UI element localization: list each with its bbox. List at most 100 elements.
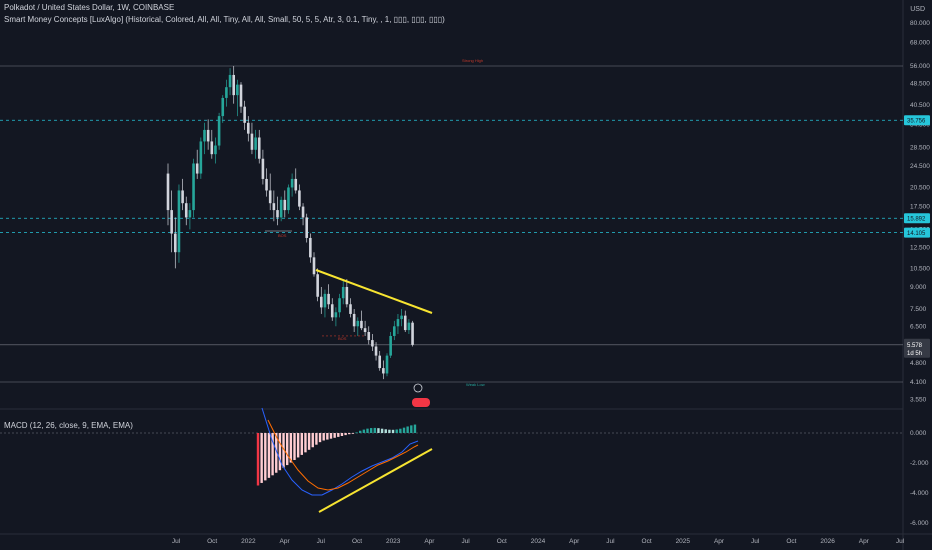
macd-tick-label: -6.000 xyxy=(910,520,929,527)
candle-body xyxy=(192,163,195,211)
price-tick-label: 40.500 xyxy=(910,102,930,109)
macd-histogram-bar xyxy=(366,428,369,433)
macd-tick-label: -4.000 xyxy=(910,490,929,497)
annotations: Strong High BOS BOS Weak Low xyxy=(265,58,485,407)
candle-body xyxy=(320,296,323,308)
trendlines[interactable] xyxy=(315,269,433,513)
time-tick-label: Oct xyxy=(207,538,217,545)
candle-body xyxy=(407,322,411,331)
time-tick-label: Jul xyxy=(317,538,326,545)
candle-body xyxy=(228,74,232,88)
candle-body xyxy=(305,217,308,238)
macd-histogram-bar xyxy=(402,427,406,433)
candle-body xyxy=(309,237,312,258)
candle-body xyxy=(330,304,334,318)
candle-body xyxy=(367,332,371,341)
candle-body xyxy=(283,199,287,211)
macd-histogram-bar xyxy=(282,433,285,468)
macd-histogram-bar xyxy=(264,433,267,481)
macd-histogram-bar xyxy=(322,433,325,441)
candle-body xyxy=(400,315,403,320)
time-tick-label: 2023 xyxy=(386,538,401,545)
macd-histogram-bar xyxy=(391,429,395,433)
macd-histogram-bar xyxy=(300,433,303,455)
candle-body xyxy=(290,178,294,188)
macd-tick-label: 0.000 xyxy=(910,430,927,437)
candle-body xyxy=(287,187,290,211)
structure-label: Weak Low xyxy=(466,382,485,387)
candle-body xyxy=(371,340,374,347)
candle-body xyxy=(221,97,225,117)
candle-body xyxy=(403,315,407,331)
time-tick-label: Jul xyxy=(606,538,615,545)
time-tick-label: Jul xyxy=(896,538,905,545)
candle-body xyxy=(225,87,228,98)
candle-body xyxy=(378,355,381,369)
candle-body xyxy=(276,210,279,218)
time-tick-label: Oct xyxy=(352,538,362,545)
macd-histogram-bar xyxy=(413,424,417,433)
candle-body xyxy=(323,293,327,308)
candle-body xyxy=(411,322,414,345)
macd-histogram-bar xyxy=(293,433,296,460)
macd-histogram-bar xyxy=(344,433,347,436)
level-price-label: 14.105 xyxy=(907,231,926,237)
macd-histogram-bar xyxy=(315,433,318,445)
candles xyxy=(166,66,414,380)
candle-body xyxy=(393,326,396,336)
price-tick-label: 4.800 xyxy=(910,360,927,367)
time-tick-label: Apr xyxy=(280,538,291,545)
time-tick-label: Oct xyxy=(786,538,796,545)
indicator-legend[interactable]: Smart Money Concepts [LuxAlgo] (Historic… xyxy=(4,15,445,24)
time-tick-label: Apr xyxy=(859,538,870,545)
candle-body xyxy=(206,129,210,142)
macd-histogram-bar xyxy=(260,433,263,483)
symbol-title[interactable]: Polkadot / United States Dollar, 1W, COI… xyxy=(4,3,175,12)
time-tick-label: Jul xyxy=(751,538,760,545)
macd-histogram-bar xyxy=(278,433,282,471)
support-trendline xyxy=(318,448,433,513)
price-axis[interactable]: 80.00068.00056.00048.50040.50034.50028.5… xyxy=(904,20,930,527)
macd-histogram-bar xyxy=(388,429,391,433)
candle-body xyxy=(294,178,298,191)
candle-body xyxy=(174,233,177,253)
macd-histogram-bar xyxy=(362,429,366,433)
candle-body xyxy=(268,190,272,204)
macd-histogram-bar xyxy=(307,433,311,450)
macd-histogram-bar xyxy=(406,426,409,433)
macd-histogram-bar xyxy=(304,433,307,453)
macd-histogram-bar xyxy=(311,433,314,448)
macd-histogram-bar xyxy=(289,433,293,463)
last-price-badge xyxy=(904,338,930,358)
macd-histogram-bar xyxy=(326,433,329,440)
candle-body xyxy=(316,274,319,297)
macd-histogram-bar xyxy=(348,433,351,435)
macd-histogram-bar xyxy=(329,433,333,439)
last-price-label: 5.578 xyxy=(907,343,923,349)
macd-histogram-bar xyxy=(333,433,336,438)
macd-pane xyxy=(0,407,903,496)
candle-body xyxy=(327,293,330,305)
candle-body xyxy=(265,178,268,191)
candle-body xyxy=(232,74,235,96)
level-price-label: 15.892 xyxy=(907,217,926,223)
candle-body xyxy=(356,320,360,327)
candle-body xyxy=(261,158,265,179)
candle-body xyxy=(210,141,214,155)
candle-body xyxy=(382,368,385,374)
countdown-label: 1d 5h xyxy=(907,351,922,357)
candle-body xyxy=(203,129,206,142)
earnings-icon xyxy=(412,398,430,407)
candle-body xyxy=(217,116,221,146)
currency-label: USD xyxy=(910,6,925,13)
candle-body xyxy=(247,122,250,134)
level-price-label: 35.756 xyxy=(907,119,926,125)
macd-legend[interactable]: MACD (12, 26, close, 9, EMA, EMA) xyxy=(4,421,133,430)
price-tick-label: 6.500 xyxy=(910,323,927,330)
macd-histogram-bar xyxy=(395,429,398,433)
time-axis[interactable]: Jul Oct 2022 Apr Jul Oct 2023 Apr Jul Oct 2024 Apr J… xyxy=(172,538,905,545)
macd-tick-label: -2.000 xyxy=(910,460,929,467)
